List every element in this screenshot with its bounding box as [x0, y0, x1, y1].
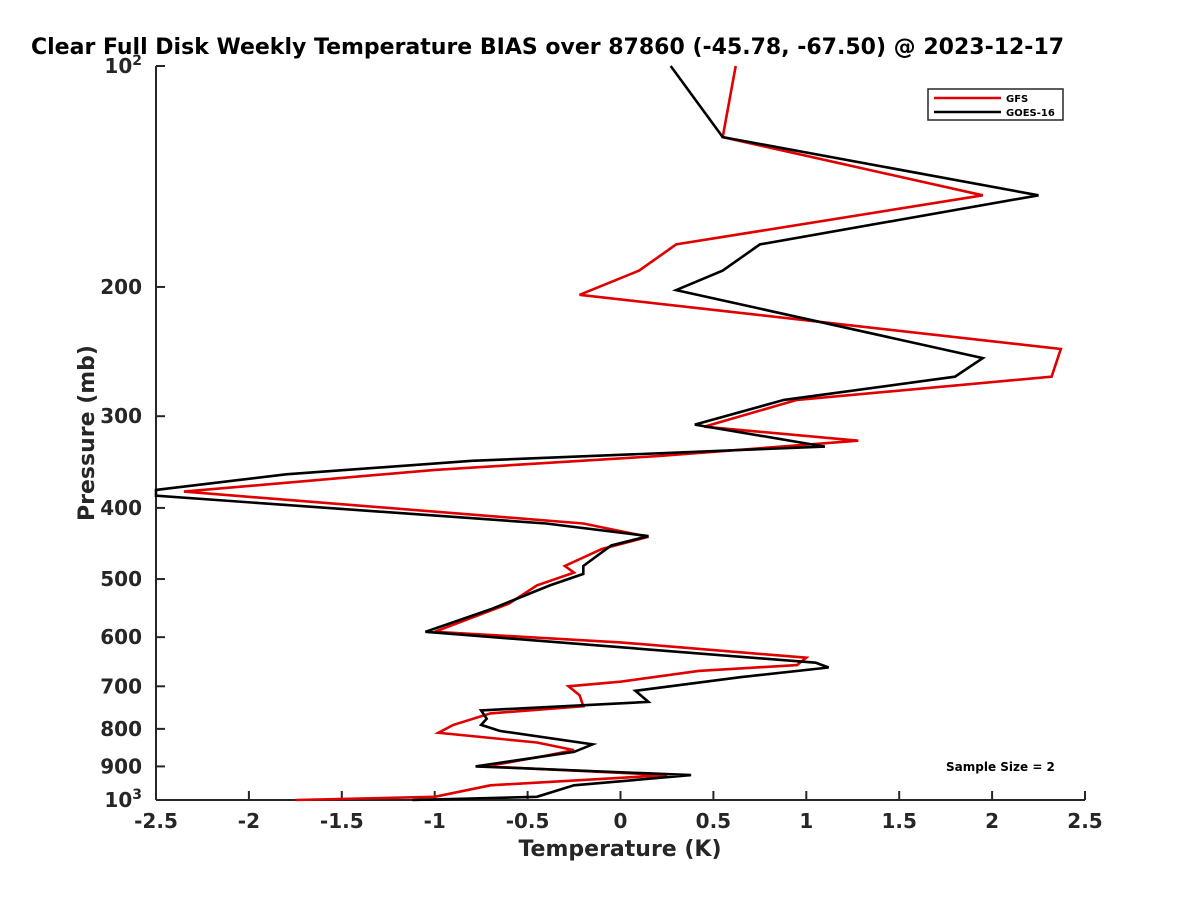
x-tick-label: -2 [238, 809, 260, 833]
x-tick-label: -1 [424, 809, 446, 833]
y-tick-label: 400 [100, 496, 142, 520]
series-line-goes-16 [154, 65, 1039, 802]
x-tick-label: 0 [614, 809, 628, 833]
y-tick-label: 500 [100, 567, 142, 591]
legend-label: GFS [1006, 94, 1028, 105]
x-tick-label: 1 [799, 809, 813, 833]
x-tick-label: -2.5 [134, 809, 178, 833]
y-tick-label: 600 [100, 625, 142, 649]
x-tick-label: 2 [985, 809, 999, 833]
x-tick-label: 2.5 [1067, 809, 1102, 833]
series-line-gfs [183, 65, 1063, 802]
y-axis-label: Pressure (mb) [75, 345, 100, 521]
x-tick-label: -1.5 [320, 809, 364, 833]
y-tick-label: 102 [104, 53, 142, 78]
legend-box [927, 88, 1064, 121]
x-tick-label: -0.5 [506, 809, 550, 833]
x-tick-label: 1.5 [881, 809, 916, 833]
chart-title: Clear Full Disk Weekly Temperature BIAS … [31, 35, 1064, 60]
x-axis-label: Temperature (K) [518, 837, 721, 862]
y-tick-label: 103 [104, 787, 142, 812]
y-tick-label: 200 [100, 275, 142, 299]
legend-label: GOES-16 [1006, 108, 1055, 119]
x-tick-label: 0.5 [696, 809, 731, 833]
y-tick-label: 700 [100, 674, 142, 698]
axes: -2.5 -2 -1.5 -1 -0.5 0 0.5 1 1.5 2 2.5 102 200 300 400… [100, 53, 1102, 833]
y-tick-label: 800 [100, 717, 142, 741]
sample-size-annotation: Sample Size = 2 [946, 760, 1055, 774]
series-layer [154, 65, 1063, 802]
legend: GFS GOES-16 [927, 88, 1064, 121]
y-tick-label: 900 [100, 754, 142, 778]
y-tick-label: 300 [100, 404, 142, 428]
